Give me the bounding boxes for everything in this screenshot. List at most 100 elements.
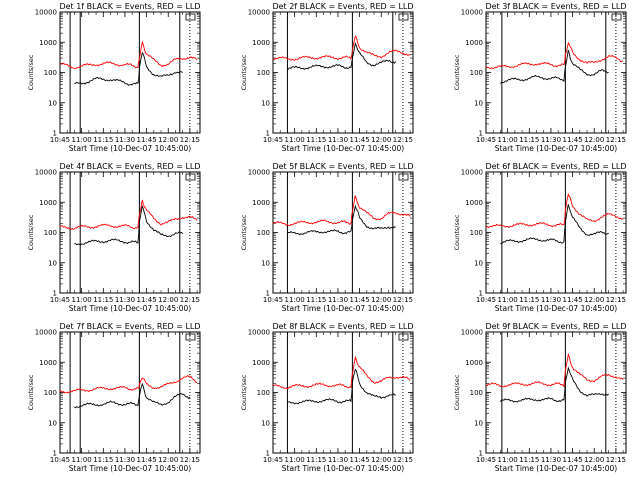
panel-4: Det 4f BLACK = Events, RED = LLD 1 10 100 10… — [27, 162, 201, 313]
x-axis-label: Start Time (10-Dec-07 10:45:00) — [69, 464, 191, 473]
x-tick-label: 10:45 — [263, 456, 283, 464]
x-tick-label: 11:45 — [350, 456, 370, 464]
x-tick-label: 11:30 — [115, 296, 135, 304]
series-line-events — [500, 49, 609, 84]
x-tick-label: 11:45 — [137, 136, 157, 144]
x-axis-label: Start Time (10-Dec-07 10:45:00) — [495, 144, 617, 153]
x-tick-label: 12:15 — [180, 136, 200, 144]
y-axis-label: Counts/sec — [27, 54, 35, 90]
x-axis-label: Start Time (10-Dec-07 10:45:00) — [282, 464, 404, 473]
y-tick-label: 10000 — [35, 169, 57, 177]
y-tick-label: 10000 — [248, 9, 270, 17]
x-tick-label: 11:00 — [285, 296, 305, 304]
y-tick-label: 1000 — [252, 359, 270, 367]
y-tick-label: 10000 — [461, 329, 483, 337]
x-tick-label: 11:00 — [72, 136, 92, 144]
panel-9: Det 9f BLACK = Events, RED = LLD 1 10 100 10… — [453, 322, 627, 473]
y-tick-label: 1000 — [465, 199, 483, 207]
x-tick-label: 11:15 — [306, 296, 326, 304]
x-tick-label: 12:00 — [584, 296, 604, 304]
panel-8: Det 8f BLACK = Events, RED = LLD 1 10 100 10… — [240, 322, 414, 473]
panel-title: Det 7f BLACK = Events, RED = LLD — [59, 322, 200, 331]
y-tick-label: 1000 — [465, 359, 483, 367]
y-axis-label: Counts/sec — [240, 374, 248, 410]
x-tick-label: 10:45 — [263, 296, 283, 304]
panel-6: Det 6f BLACK = Events, RED = LLD 1 10 100 10… — [453, 162, 627, 313]
panel-title: Det 8f BLACK = Events, RED = LLD — [272, 322, 413, 331]
panel-title: Det 2f BLACK = Events, RED = LLD — [272, 2, 413, 11]
x-tick-label: 11:15 — [519, 456, 539, 464]
series-line-events — [74, 51, 183, 86]
legend-box — [398, 333, 409, 341]
y-tick-label: 100 — [44, 69, 57, 77]
y-axis-label: Counts/sec — [453, 54, 461, 90]
x-tick-label: 11:30 — [328, 136, 348, 144]
x-tick-label: 12:15 — [180, 296, 200, 304]
plot-frame — [272, 331, 414, 454]
y-tick-label: 1000 — [39, 199, 57, 207]
x-tick-label: 11:45 — [563, 136, 583, 144]
y-tick-label: 1 — [479, 130, 483, 138]
x-tick-label: 12:15 — [180, 456, 200, 464]
x-tick-label: 10:45 — [50, 456, 70, 464]
y-tick-label: 10 — [261, 99, 270, 107]
x-tick-label: 11:15 — [306, 456, 326, 464]
x-axis-label: Start Time (10-Dec-07 10:45:00) — [495, 464, 617, 473]
panel-1: Det 1f BLACK = Events, RED = LLD 1 10 100 10… — [27, 2, 201, 153]
x-tick-label: 11:45 — [563, 456, 583, 464]
x-tick-label: 11:00 — [72, 296, 92, 304]
series-line-lld — [485, 41, 624, 70]
x-axis-label: Start Time (10-Dec-07 10:45:00) — [69, 144, 191, 153]
y-tick-label: 1 — [53, 130, 57, 138]
plot-frame — [485, 171, 627, 294]
y-tick-label: 10 — [48, 99, 57, 107]
y-tick-label: 100 — [470, 69, 483, 77]
series-line-events — [500, 204, 609, 245]
y-axis-label: Counts/sec — [240, 54, 248, 90]
panel-2: Det 2f BLACK = Events, RED = LLD 1 10 100 10… — [240, 2, 414, 153]
y-tick-label: 100 — [257, 229, 270, 237]
x-tick-label: 11:00 — [498, 296, 518, 304]
y-tick-label: 100 — [257, 389, 270, 397]
y-tick-label: 10 — [261, 419, 270, 427]
series-line-events — [287, 368, 396, 405]
series-line-lld — [272, 195, 411, 227]
y-axis-label: Counts/sec — [453, 374, 461, 410]
x-tick-label: 11:30 — [541, 456, 561, 464]
series-line-events — [287, 41, 397, 71]
x-tick-label: 12:00 — [158, 296, 178, 304]
x-tick-label: 10:45 — [263, 136, 283, 144]
y-tick-label: 100 — [44, 389, 57, 397]
legend-box — [611, 13, 622, 21]
x-tick-label: 12:15 — [393, 456, 413, 464]
y-tick-label: 100 — [44, 229, 57, 237]
x-tick-label: 10:45 — [50, 296, 70, 304]
series-line-events — [74, 205, 184, 246]
x-tick-label: 11:30 — [115, 456, 135, 464]
y-tick-label: 10 — [261, 259, 270, 267]
panel-title: Det 9f BLACK = Events, RED = LLD — [485, 322, 626, 331]
x-tick-label: 10:45 — [476, 456, 496, 464]
x-tick-label: 11:15 — [519, 136, 539, 144]
panel-7: Det 7f BLACK = Events, RED = LLD 1 10 100 10… — [27, 322, 201, 473]
y-tick-label: 10000 — [248, 329, 270, 337]
legend-box — [185, 333, 196, 341]
panel-title: Det 3f BLACK = Events, RED = LLD — [485, 2, 626, 11]
panel-title: Det 4f BLACK = Events, RED = LLD — [59, 162, 200, 171]
y-tick-label: 100 — [470, 229, 483, 237]
x-tick-label: 11:45 — [350, 136, 370, 144]
y-tick-label: 1000 — [252, 199, 270, 207]
x-tick-label: 12:15 — [393, 296, 413, 304]
x-tick-label: 11:00 — [498, 136, 518, 144]
x-tick-label: 11:45 — [563, 296, 583, 304]
x-axis-label: Start Time (10-Dec-07 10:45:00) — [282, 144, 404, 153]
series-line-lld — [485, 352, 624, 388]
y-tick-label: 1 — [266, 130, 270, 138]
x-tick-label: 11:30 — [541, 296, 561, 304]
y-tick-label: 1000 — [39, 39, 57, 47]
y-tick-label: 1 — [266, 290, 270, 298]
y-tick-label: 10 — [474, 419, 483, 427]
series-line-events — [287, 204, 396, 236]
